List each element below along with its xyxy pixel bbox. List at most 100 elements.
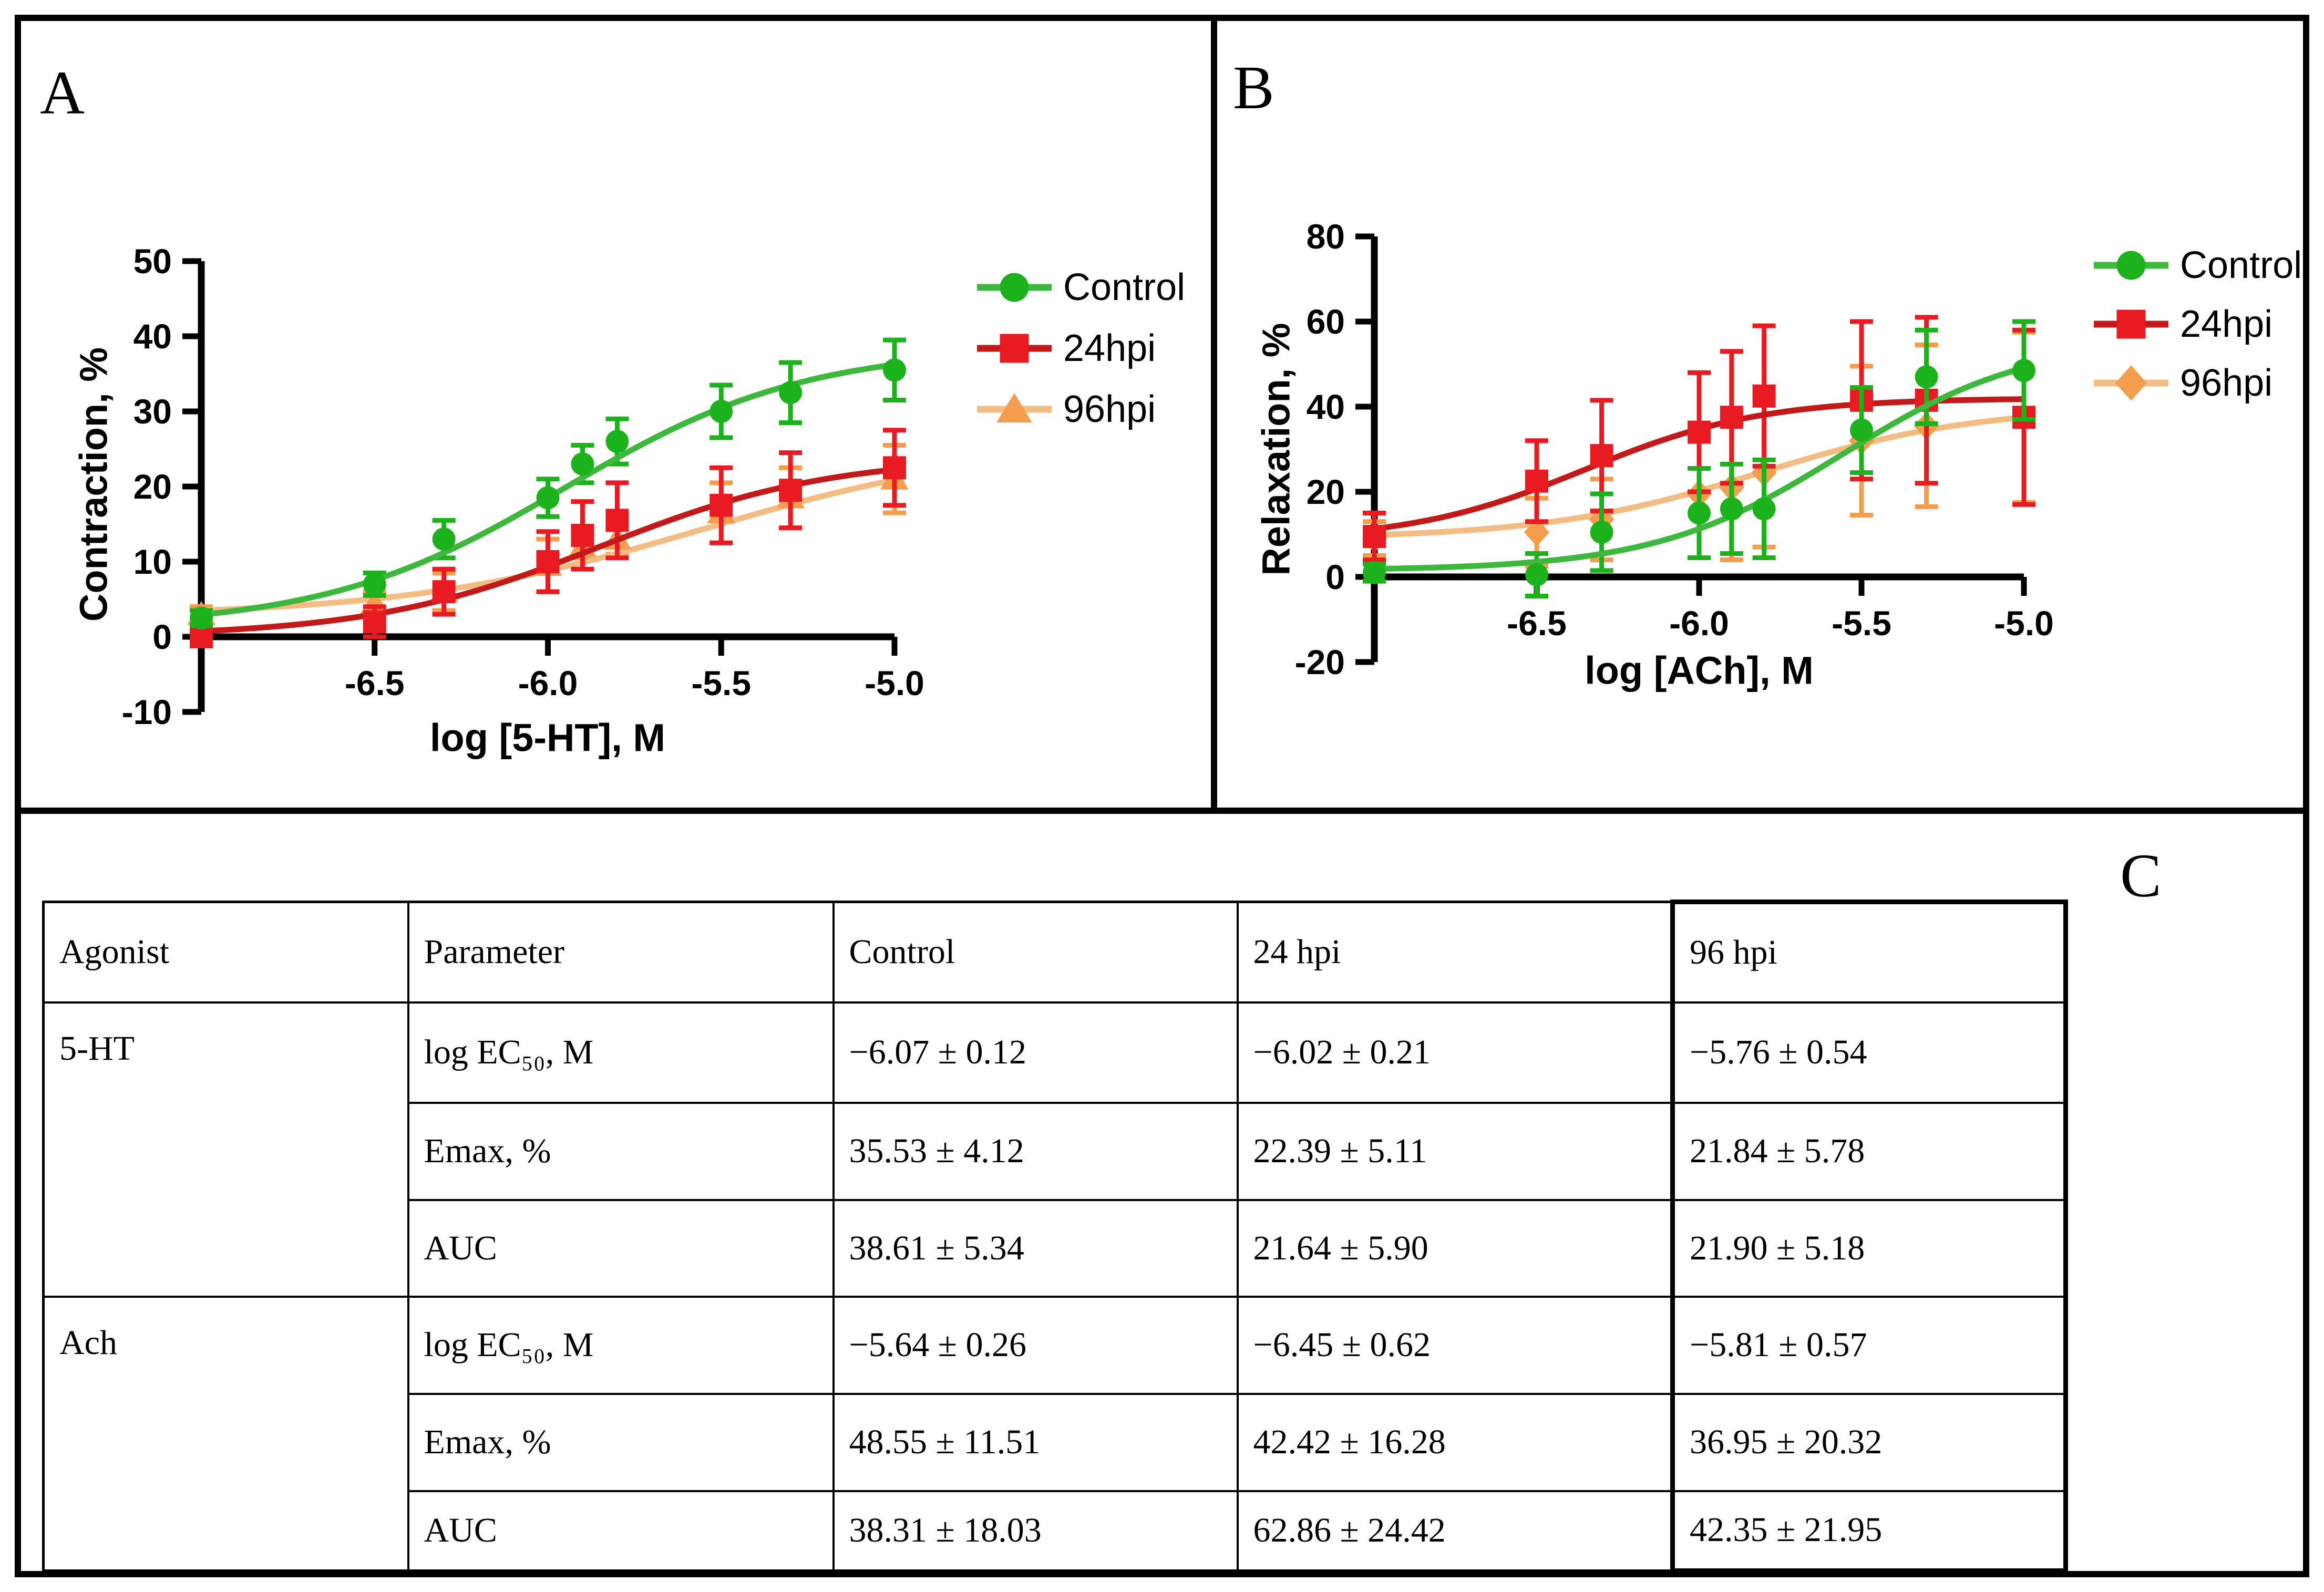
col-header-parameter: Parameter [407,901,835,1004]
fit-curve [1374,365,2025,572]
agonist-cell-ach: Ach [42,1295,409,1572]
value-cell: −5.64 ± 0.26 [832,1295,1239,1395]
panel-b: -20 0 20 40 60 80 -6.5 -6.0 -5.5 -5.0 [1295,217,2054,681]
panel-b-axes [1355,233,2027,665]
value-cell: 38.61 ± 5.34 [832,1198,1239,1298]
value-cell: 21.84 ± 5.78 [1670,1101,2068,1201]
value-cell: 42.35 ± 21.95 [1670,1490,2068,1573]
value-cell: 35.53 ± 4.12 [832,1101,1239,1201]
legend-marker-96hpi-icon [2094,365,2168,401]
svg-text:0: 0 [152,617,172,656]
value-cell: 21.90 ± 5.18 [1670,1198,2068,1298]
svg-text:-6.5: -6.5 [1507,604,1567,643]
value-cell: 38.31 ± 18.03 [832,1490,1239,1572]
legend-item-control-b: Control [2092,236,2302,295]
panel-divider-vertical [1211,21,1217,810]
svg-text:40: 40 [133,317,172,356]
svg-text:40: 40 [1307,387,1345,426]
legend-marker-96hpi-icon [977,392,1052,422]
panel-a-tick-labels: -10 0 10 20 30 40 50 -6.5 -6.0 -5.5 -5.0 [122,242,924,731]
panel-b-series-control [1363,319,2035,598]
value-cell: −6.45 ± 0.62 [1236,1295,1674,1395]
legend-item-96hpi-b: 96hpi [2092,354,2272,412]
table-row: Emax, % 48.55 ± 11.51 42.42 ± 16.28 36.9… [44,1392,2068,1492]
legend-label-control: Control [1063,266,1186,308]
markers [190,456,906,648]
parameter-cell: Emax, % [407,1101,835,1201]
legend-label-24hpi: 24hpi [1063,327,1156,369]
svg-text:50: 50 [133,242,172,281]
svg-text:-5.5: -5.5 [691,664,751,702]
panel-a-y-axis-title: Contraction, % [71,347,116,622]
table-header-row: Agonist Parameter Control 24 hpi 96 hpi [42,900,2068,1004]
legend-item-24hpi-b: 24hpi [2092,295,2272,354]
svg-text:-6.5: -6.5 [345,664,405,702]
svg-text:20: 20 [133,467,172,506]
svg-text:-6.0: -6.0 [1669,604,1729,643]
parameter-cell: log EC₅₀, M [407,1295,835,1395]
col-header-96hpi: 96 hpi [1670,900,2068,1004]
value-cell: 48.55 ± 11.51 [832,1392,1239,1492]
table-row: AUC 38.31 ± 18.03 62.86 ± 24.42 42.35 ± … [44,1490,2068,1573]
legend-label-control: Control [2180,244,2302,286]
legend-label-24hpi: 24hpi [2180,303,2273,345]
panel-b-x-axis-title: log [ACh], M [1585,648,1814,692]
panel-a-series-24hpi [190,428,906,648]
svg-text:10: 10 [133,542,172,581]
value-cell: −6.02 ± 0.21 [1236,1001,1674,1104]
panel-divider-horizontal [15,808,2309,814]
parameter-cell: Emax, % [407,1392,835,1492]
svg-text:-6.0: -6.0 [518,664,578,702]
col-header-24hpi: 24 hpi [1236,901,1674,1004]
parameter-cell: log EC₅₀, M [407,1001,835,1104]
panel-a: -10 0 10 20 30 40 50 -6.5 -6.0 -5.5 -5.0 [122,242,924,731]
svg-text:30: 30 [133,392,172,431]
panel-label-a: A [40,58,85,127]
legend-label-96hpi: 96hpi [2180,362,2273,404]
legend-marker-control-icon [977,273,1052,302]
parameter-cell: AUC [407,1490,835,1572]
legend-marker-24hpi-icon [977,334,1052,363]
legend-label-96hpi: 96hpi [1063,388,1156,430]
value-cell: 22.39 ± 5.11 [1236,1101,1674,1201]
value-cell: −5.76 ± 0.54 [1670,1001,2068,1104]
value-cell: −5.81 ± 0.57 [1670,1295,2068,1395]
col-header-agonist: Agonist [42,901,409,1004]
value-cell: 42.42 ± 16.28 [1236,1392,1674,1492]
svg-text:-20: -20 [1295,643,1345,681]
svg-text:-5.0: -5.0 [1994,604,2054,643]
error-bars [190,428,906,647]
svg-text:60: 60 [1307,302,1345,341]
panel-label-c: C [2120,841,2162,910]
legend-marker-control-icon [2094,251,2168,280]
legend-item-96hpi-a: 96hpi [975,380,1156,439]
panel-b-tick-labels: -20 0 20 40 60 80 -6.5 -6.0 -5.5 -5.0 [1295,217,2054,681]
col-header-control: Control [832,901,1239,1004]
markers [1363,359,2035,586]
panel-a-series-control [190,337,906,630]
panel-label-b: B [1233,53,1274,122]
legend-item-24hpi-a: 24hpi [975,319,1156,378]
parameter-cell: AUC [407,1198,835,1298]
markers [190,358,906,630]
table-row: Ach log EC₅₀, M −5.64 ± 0.26 −6.45 ± 0.6… [42,1295,2068,1572]
svg-text:80: 80 [1307,217,1345,256]
svg-text:-10: -10 [122,692,172,731]
value-cell: 21.64 ± 5.90 [1236,1198,1674,1298]
svg-text:-5.0: -5.0 [865,664,924,702]
value-cell: −6.07 ± 0.12 [832,1001,1239,1104]
legend-item-control-a: Control [975,258,1185,317]
value-cell: 36.95 ± 20.32 [1670,1392,2068,1492]
results-table: Agonist Parameter Control 24 hpi 96 hpi … [42,900,2068,1573]
table-row: 5-HT log EC₅₀, M −6.07 ± 0.12 −6.02 ± 0.… [42,1001,2068,1298]
value-cell: 62.86 ± 24.42 [1236,1490,1674,1572]
svg-text:0: 0 [1325,557,1345,596]
table-row: AUC 38.61 ± 5.34 21.64 ± 5.90 21.90 ± 5.… [44,1198,2068,1298]
svg-text:20: 20 [1307,472,1345,511]
agonist-cell-5ht: 5-HT [42,1001,409,1298]
legend-marker-24hpi-icon [2094,309,2168,339]
panel-b-y-axis-title: Relaxation, % [1254,323,1298,576]
panel-a-x-axis-title: log [5-HT], M [429,716,666,760]
svg-text:-5.5: -5.5 [1832,604,1891,643]
